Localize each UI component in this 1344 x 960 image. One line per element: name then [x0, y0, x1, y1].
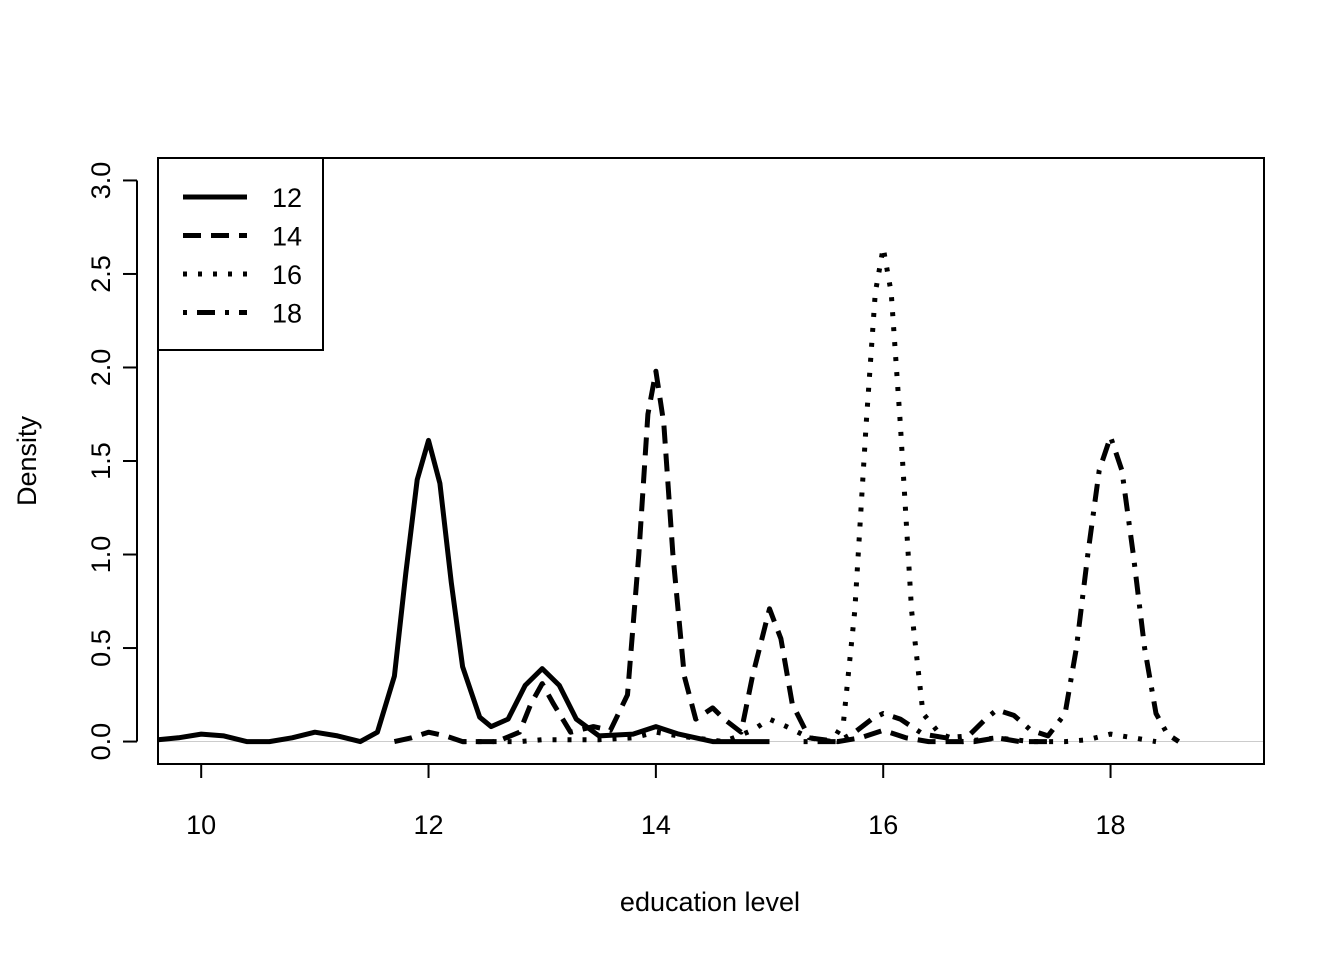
- x-axis-title: education level: [620, 887, 800, 917]
- legend: 12 14 16 18: [157, 157, 324, 351]
- legend-box: [157, 157, 324, 351]
- y-tick-label: 2.0: [86, 349, 116, 387]
- y-tick-label: 0.5: [86, 629, 116, 667]
- legend-label-14: 14: [272, 222, 302, 252]
- y-tick-label: 1.5: [86, 442, 116, 480]
- legend-label-18: 18: [272, 299, 302, 329]
- y-axis-title: Density: [12, 415, 42, 506]
- series-line-12: [157, 437, 770, 745]
- x-tick-label: 12: [414, 810, 444, 840]
- y-tick-label: 2.5: [86, 255, 116, 293]
- x-tick-label: 10: [186, 810, 216, 840]
- x-tick-label: 18: [1096, 810, 1126, 840]
- series-line-14: [393, 368, 1054, 745]
- y-tick-label: 3.0: [86, 162, 116, 200]
- legend-label-12: 12: [272, 183, 302, 213]
- y-tick-label: 0.0: [86, 723, 116, 761]
- series-line-18: [803, 434, 1181, 745]
- x-tick-label: 14: [641, 810, 671, 840]
- x-tick-label: 16: [868, 810, 898, 840]
- y-tick-label: 1.0: [86, 536, 116, 574]
- legend-label-16: 16: [272, 260, 302, 290]
- series-line-16: [462, 245, 1157, 745]
